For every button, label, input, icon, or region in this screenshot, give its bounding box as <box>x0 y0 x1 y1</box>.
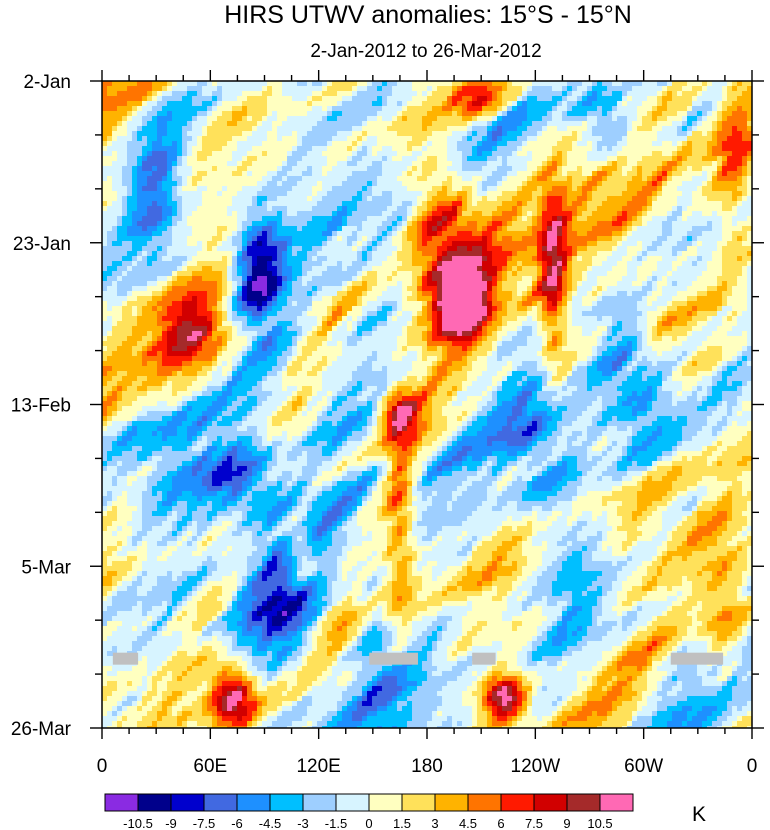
x-tick-label: 0 <box>747 756 758 777</box>
colorbar-label: -1.5 <box>325 816 347 830</box>
colorbar-label: -6 <box>231 816 243 830</box>
colorbar-label: -7.5 <box>193 816 215 830</box>
missing-segment-2 <box>472 652 496 665</box>
colorbar-label: 4.5 <box>459 816 477 830</box>
colorbar-box <box>533 793 568 812</box>
colorbar-box <box>368 793 403 812</box>
colorbar-box <box>170 793 205 812</box>
colorbar-box <box>269 793 304 812</box>
y-tick-label: 23-Jan <box>13 234 71 255</box>
colorbar-label: 10.5 <box>587 816 612 830</box>
y-tick-label: 13-Feb <box>11 396 71 417</box>
colorbar-label: 7.5 <box>525 816 543 830</box>
missing-data <box>112 652 724 665</box>
units-label: K <box>692 803 706 826</box>
colorbar-box <box>335 793 370 812</box>
colorbar-box <box>566 793 601 812</box>
colorbar-box <box>599 793 634 812</box>
chart-subtitle: 2-Jan-2012 to 26-Mar-2012 <box>310 41 541 62</box>
x-tick-label: 0 <box>97 756 108 777</box>
chart-title: HIRS UTWV anomalies: 15°S - 15°N <box>224 1 632 29</box>
colorbar-label: -4.5 <box>259 816 281 830</box>
colorbar-labels: -10.5 -9 -7.5 -6 -4.5 -3 -1.5 0 1.5 3 4.5 6 7.5 9 10.5 <box>123 816 612 830</box>
colorbar-box <box>302 793 337 812</box>
colorbar-label: -9 <box>165 816 177 830</box>
colorbar-label: 0 <box>365 816 372 830</box>
x-tick-label: 120E <box>296 756 340 777</box>
y-tick-label: 5-Mar <box>21 557 71 578</box>
colorbar-box <box>467 793 502 812</box>
x-tick-label: 120W <box>511 756 561 777</box>
x-tick-label: 180 <box>411 756 443 777</box>
missing-segment-0 <box>112 652 139 665</box>
colorbar-label: -3 <box>297 816 309 830</box>
colorbar-label: 9 <box>563 816 570 830</box>
missing-segment-3 <box>670 652 724 665</box>
x-axis-labels: 0 60E 120E 180 120W 60W 0 <box>97 756 758 777</box>
colorbar-label: -10.5 <box>123 816 153 830</box>
colorbar-box <box>401 793 436 812</box>
x-tick-label: 60E <box>193 756 227 777</box>
colorbar <box>104 793 634 812</box>
colorbar-label: 1.5 <box>393 816 411 830</box>
colorbar-label: 6 <box>497 816 504 830</box>
x-tick-label: 60W <box>624 756 663 777</box>
colorbar-box <box>434 793 469 812</box>
missing-segment-1 <box>369 652 418 665</box>
colorbar-label: 3 <box>431 816 438 830</box>
axis-ticks <box>90 70 764 739</box>
colorbar-box <box>104 793 139 812</box>
y-tick-label: 26-Mar <box>11 719 72 740</box>
y-tick-label: 2-Jan <box>23 72 71 93</box>
colorbar-box <box>137 793 172 812</box>
anomaly-field <box>102 81 752 728</box>
colorbar-box <box>203 793 238 812</box>
colorbar-box <box>236 793 271 812</box>
colorbar-box <box>500 793 535 812</box>
y-axis-labels: 2-Jan 23-Jan 13-Feb 5-Mar 26-Mar <box>11 72 72 740</box>
